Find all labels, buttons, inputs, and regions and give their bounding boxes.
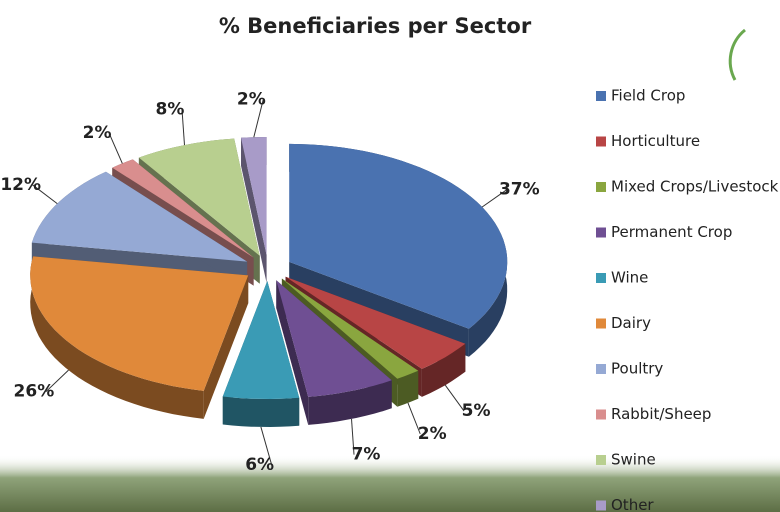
slice-side: [421, 343, 466, 397]
legend-label: Horticulture: [611, 132, 700, 150]
legend-swatch: [596, 91, 606, 101]
legend-swatch: [596, 409, 606, 420]
leader-line: [108, 132, 123, 164]
slice-side: [203, 275, 249, 419]
data-label: 2%: [418, 424, 447, 444]
data-label: 2%: [83, 123, 112, 143]
slice-side: [222, 396, 300, 427]
legend-label: Swine: [611, 451, 656, 469]
leader-line: [260, 426, 273, 466]
slice: [138, 138, 260, 256]
legend-label: Dairy: [611, 314, 651, 332]
legend-label: Permanent Crop: [611, 223, 732, 241]
background-landscape: [0, 455, 780, 512]
leader-line: [481, 188, 508, 208]
leader-line: [444, 384, 465, 412]
legend-swatch: [596, 136, 606, 147]
legend-label: Wine: [611, 269, 648, 287]
data-label: 37%: [499, 179, 540, 199]
slice: [289, 143, 508, 329]
legend-swatch: [596, 227, 606, 238]
leader-line: [253, 99, 264, 138]
slice: [281, 278, 419, 379]
legend-swatch: [596, 318, 606, 329]
logo-arc: [728, 28, 746, 81]
data-label: 8%: [156, 99, 185, 119]
data-label: 2%: [237, 89, 266, 109]
data-label: 5%: [462, 401, 491, 421]
legend-swatch: [596, 500, 606, 511]
slice-side: [241, 137, 267, 283]
slice: [241, 137, 267, 255]
legend-swatch: [596, 364, 606, 374]
leader-line: [181, 109, 185, 146]
legend: Field Crop Horticulture Mixed Crops/Livest…: [596, 87, 779, 512]
legend-label: Field Crop: [611, 87, 685, 105]
legend-swatch: [596, 455, 606, 465]
slice-side: [308, 380, 392, 425]
legend-label: Other: [611, 496, 654, 512]
legend-swatch: [596, 273, 606, 283]
slice: [30, 256, 249, 391]
slice: [276, 280, 392, 397]
legend-label: Mixed Crops/Livestock: [611, 178, 779, 196]
chart-title: % Beneficiaries per Sector: [219, 14, 532, 38]
data-label: 7%: [352, 445, 381, 465]
leader-line: [32, 184, 58, 205]
data-label: 12%: [0, 175, 41, 195]
pie: 37% 5% 2% 7% 6% 26% 12% 2% 8% 2%: [0, 89, 539, 475]
legend-label: Rabbit/Sheep: [611, 405, 711, 423]
data-label: 26%: [14, 382, 55, 402]
legend-swatch: [596, 182, 606, 192]
leader-line: [351, 418, 355, 455]
data-label: 6%: [245, 455, 274, 475]
slice: [222, 281, 300, 399]
slice-side: [276, 280, 309, 425]
slice: [285, 276, 466, 369]
legend-label: Poultry: [611, 360, 663, 378]
slice-side: [30, 256, 204, 419]
leader-line: [45, 369, 69, 393]
leader-line: [407, 402, 421, 435]
slice: [31, 171, 248, 262]
slice-side: [397, 370, 419, 407]
slice: [112, 159, 254, 258]
